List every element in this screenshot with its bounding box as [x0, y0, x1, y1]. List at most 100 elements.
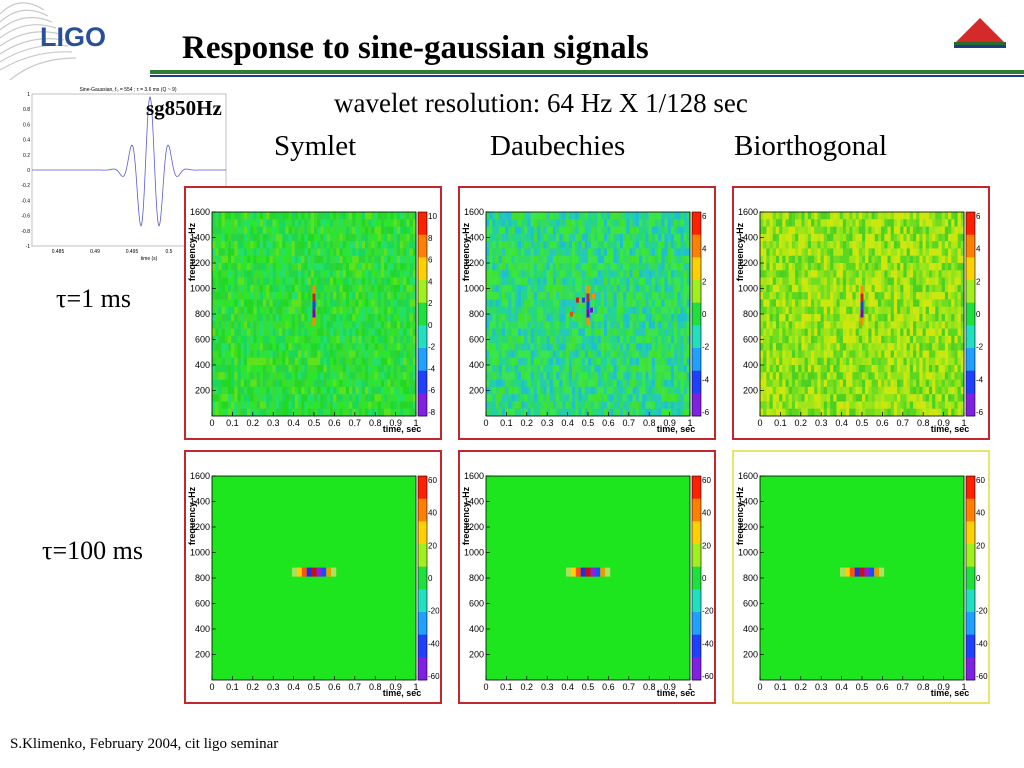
tf-pixel	[683, 394, 688, 402]
tf-pixel	[763, 248, 767, 257]
tf-pixel	[215, 343, 219, 351]
tf-pixel	[489, 299, 493, 308]
tf-pixel	[263, 277, 267, 286]
tf-pixel	[234, 386, 238, 395]
tf-pixel	[263, 219, 267, 227]
tf-pixel	[667, 219, 672, 227]
tf-pixel	[623, 255, 627, 264]
tf-pixel	[266, 401, 270, 410]
tf-pixel	[600, 408, 605, 417]
tf-pixel	[387, 379, 391, 388]
tf-pixel	[686, 328, 691, 337]
tf-pixel	[253, 386, 257, 395]
tf-pixel	[801, 408, 805, 417]
tf-pixel	[215, 401, 219, 410]
tf-pixel	[527, 306, 531, 315]
tf-pixel	[868, 306, 872, 315]
tf-pixel	[817, 270, 821, 278]
tf-pixel	[247, 219, 251, 227]
tf-pixel	[495, 263, 500, 271]
tf-pixel	[498, 343, 503, 351]
tf-pixel	[842, 401, 847, 410]
tf-pixel	[639, 335, 643, 344]
tf-pixel	[594, 321, 598, 329]
tf-pixel	[795, 226, 799, 235]
tf-pixel	[900, 255, 904, 264]
tf-pixel	[626, 248, 630, 257]
tf-pixel	[495, 335, 500, 344]
tf-pixel	[269, 328, 273, 337]
tf-pixel	[224, 335, 229, 344]
tf-pixel	[301, 394, 305, 402]
tf-pixel	[243, 394, 248, 402]
tf-pixel	[862, 357, 866, 366]
tf-pixel	[849, 343, 853, 351]
tf-pixel	[556, 212, 560, 220]
tf-pixel	[406, 372, 410, 380]
tf-pixel	[817, 379, 821, 388]
tf-pixel	[623, 379, 627, 388]
tf-pixel	[658, 292, 662, 300]
tf-pixel	[648, 284, 653, 293]
tf-pixel	[358, 219, 363, 227]
tf-pixel	[263, 321, 267, 329]
tf-pixel	[836, 379, 840, 388]
tf-pixel	[801, 350, 805, 359]
tf-pixel	[645, 408, 649, 417]
tf-pixel	[683, 270, 688, 278]
tf-pixel	[811, 379, 815, 388]
tf-pixel	[492, 357, 496, 366]
tf-pixel	[390, 277, 394, 286]
tf-pixel	[247, 357, 251, 366]
tf-pixel	[524, 394, 528, 402]
tf-pixel	[272, 241, 277, 249]
tf-pixel	[320, 328, 324, 337]
tf-pixel	[849, 365, 853, 373]
tf-pixel	[629, 255, 633, 264]
tf-pixel	[623, 328, 627, 337]
tf-pixel	[642, 408, 646, 417]
tf-pixel	[556, 365, 560, 373]
inset-x-tick: 0.495	[126, 249, 139, 255]
tf-pixel	[814, 241, 818, 249]
tf-pixel	[683, 379, 688, 388]
tf-pixel	[403, 277, 407, 286]
tf-pixel	[221, 321, 226, 329]
tf-pixel	[788, 343, 793, 351]
tf-pixel	[393, 379, 398, 388]
tf-pixel	[677, 263, 681, 271]
tf-pixel	[349, 270, 353, 278]
tf-pixel	[884, 270, 888, 278]
tf-pixel	[505, 299, 509, 308]
tf-pixel	[384, 248, 388, 257]
tf-pixel	[877, 394, 882, 402]
tf-pixel	[874, 248, 879, 257]
tf-pixel	[616, 299, 621, 308]
tf-pixel	[680, 284, 684, 293]
tf-pixel	[390, 299, 394, 308]
tf-pixel	[556, 284, 560, 293]
tf-pixel	[403, 306, 407, 315]
tf-pixel	[247, 408, 251, 417]
tf-pixel	[811, 314, 815, 322]
tf-pixel	[406, 255, 410, 264]
tf-pixel	[486, 394, 490, 402]
tf-pixel	[517, 306, 522, 315]
tf-pixel	[412, 394, 417, 402]
tf-pixel	[795, 401, 799, 410]
tf-pixel	[307, 241, 312, 249]
tf-pixel	[282, 270, 286, 278]
tf-pixel	[877, 284, 882, 293]
tf-pixel	[814, 306, 818, 315]
tf-pixel	[645, 343, 649, 351]
tf-pixel	[333, 394, 337, 402]
tf-pixel	[763, 233, 767, 242]
tf-pixel	[543, 343, 547, 351]
tf-pixel	[890, 365, 895, 373]
tf-pixel	[670, 277, 675, 286]
tf-pixel	[591, 357, 595, 366]
tf-pixel	[396, 372, 401, 380]
tf-pixel	[339, 357, 343, 366]
tf-pixel	[377, 408, 382, 417]
tf-pixel	[626, 401, 630, 410]
